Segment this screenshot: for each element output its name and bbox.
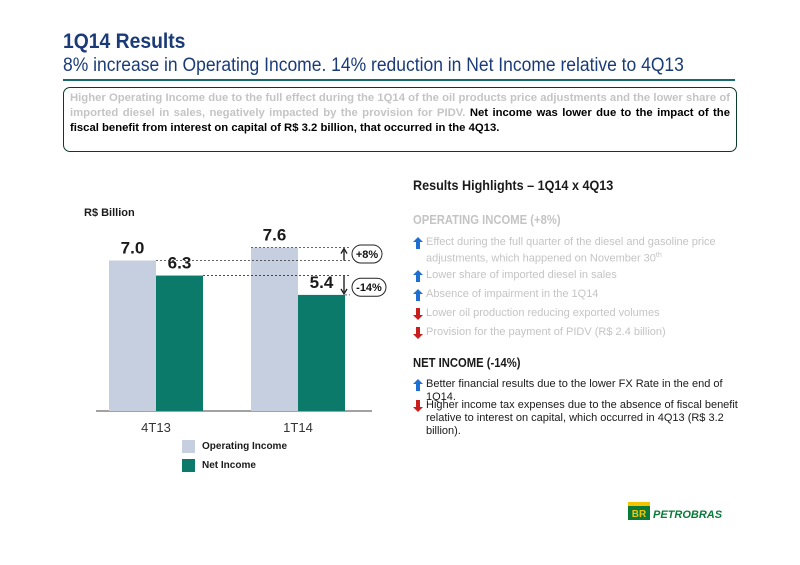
legend-label-operating: Operating Income xyxy=(202,441,288,452)
decrease-arrow xyxy=(340,275,348,296)
legend-swatch-net xyxy=(182,459,195,472)
svg-text:BR: BR xyxy=(632,509,647,520)
page-subtitle: 8% increase in Operating Income. 14% red… xyxy=(63,55,684,76)
x-tick-label: 1T14 xyxy=(283,420,313,435)
highlight-text: Better financial results due to the lowe… xyxy=(426,378,723,403)
bar-net-income-4T13 xyxy=(156,275,203,411)
increase-arrow xyxy=(340,247,348,261)
x-tick-label: 4T13 xyxy=(141,420,171,435)
petrobras-wordmark: PETROBRAS xyxy=(653,509,723,521)
highlight-text: Absence of impairment in the 1Q14 xyxy=(426,288,599,300)
change-badge xyxy=(351,277,387,297)
highlight-superscript: th xyxy=(655,252,662,259)
data-label: 7.6 xyxy=(263,226,287,245)
down-arrow-icon xyxy=(413,308,423,320)
up-arrow-icon xyxy=(413,379,423,391)
up-arrow-icon xyxy=(413,237,423,249)
summary-dark-text: Net income was lower due to the impact o… xyxy=(70,107,730,134)
highlights-title: Results Highlights – 1Q14 x 4Q13 xyxy=(413,177,614,193)
summary-box: Higher Operating Income due to the full … xyxy=(63,87,737,152)
summary-light-text: Higher Operating Income due to the full … xyxy=(70,92,730,119)
page-title: 1Q14 Results xyxy=(63,30,186,53)
change-badge xyxy=(351,244,383,264)
petrobras-logo-icon: BR xyxy=(628,502,650,520)
data-label: 5.4 xyxy=(310,273,334,292)
bar-operating-income-1T14 xyxy=(251,247,298,411)
operating-income-heading: OPERATING INCOME (+8%) xyxy=(413,213,561,227)
highlight-text: Lower oil production reducing exported v… xyxy=(426,307,660,319)
highlight-text: Effect during the full quarter of the di… xyxy=(426,236,716,265)
legend-swatch-operating xyxy=(182,440,195,453)
chart-unit-label: R$ Billion xyxy=(84,207,135,219)
legend-label-net: Net Income xyxy=(202,460,256,471)
up-arrow-icon xyxy=(413,270,423,282)
net-income-heading: NET INCOME (-14%) xyxy=(413,356,521,370)
highlight-text: Higher income tax expenses due to the ab… xyxy=(426,399,738,437)
down-arrow-icon xyxy=(413,400,423,412)
down-arrow-icon xyxy=(413,327,423,339)
change-badge-label: +8% xyxy=(356,249,379,261)
bar-operating-income-4T13 xyxy=(109,260,156,411)
header-rule xyxy=(63,79,735,81)
up-arrow-icon xyxy=(413,289,423,301)
data-label: 7.0 xyxy=(121,239,145,258)
data-label: 6.3 xyxy=(168,254,192,273)
bar-chart: 7.0 6.3 4T13 7.6 5.4 1T14 +8% -14% xyxy=(96,226,387,435)
highlight-text: Lower share of imported diesel in sales xyxy=(426,269,617,281)
highlight-text: Provision for the payment of PIDV (R$ 2.… xyxy=(426,326,666,338)
bar-net-income-1T14 xyxy=(298,294,345,411)
change-badge-label: -14% xyxy=(356,282,382,294)
